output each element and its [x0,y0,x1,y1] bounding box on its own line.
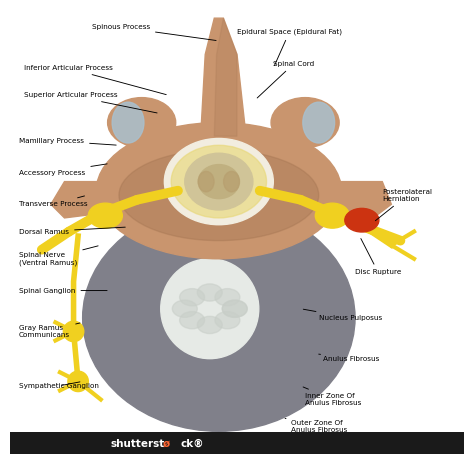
Ellipse shape [271,98,339,148]
Ellipse shape [164,138,273,225]
FancyBboxPatch shape [10,432,464,454]
Ellipse shape [112,102,144,143]
Ellipse shape [224,172,239,192]
Ellipse shape [108,98,176,148]
Text: ø: ø [163,439,170,449]
Text: Inner Zone Of
Anulus Fibrosus: Inner Zone Of Anulus Fibrosus [303,387,362,406]
Ellipse shape [102,220,336,415]
Polygon shape [337,182,392,218]
Ellipse shape [173,300,197,317]
Ellipse shape [119,150,319,241]
Ellipse shape [197,316,222,334]
Ellipse shape [131,244,307,391]
Ellipse shape [92,212,346,423]
Ellipse shape [222,300,247,317]
Ellipse shape [116,232,321,403]
Ellipse shape [180,311,205,329]
Ellipse shape [97,216,341,419]
Polygon shape [201,18,246,136]
Ellipse shape [315,203,349,228]
Text: Epidural Space (Epidural Fat): Epidural Space (Epidural Fat) [237,29,342,65]
Ellipse shape [107,224,331,411]
Text: Nucleus Pulposus: Nucleus Pulposus [303,309,382,321]
Ellipse shape [164,272,273,363]
Ellipse shape [155,264,283,371]
Ellipse shape [88,203,122,228]
Text: shutterst: shutterst [110,439,164,449]
Ellipse shape [199,165,239,199]
Text: Outer Zone Of
Anulus Fibrosus: Outer Zone Of Anulus Fibrosus [285,418,348,433]
Polygon shape [51,182,110,218]
Text: Spinous Process: Spinous Process [92,24,216,40]
Ellipse shape [140,252,297,383]
Text: Spinal Nerve
(Ventral Ramus): Spinal Nerve (Ventral Ramus) [19,246,98,266]
Ellipse shape [145,257,292,379]
Ellipse shape [136,248,302,387]
Text: Spinal Ganglion: Spinal Ganglion [19,287,107,294]
Text: Spinal Cord: Spinal Cord [257,60,315,98]
Text: Inferior Articular Process: Inferior Articular Process [24,65,166,94]
Text: Superior Articular Process: Superior Articular Process [24,92,157,113]
Ellipse shape [345,208,379,232]
Ellipse shape [87,208,350,427]
Ellipse shape [171,145,266,218]
Ellipse shape [82,204,355,431]
Ellipse shape [215,311,240,329]
Text: Mamillary Process: Mamillary Process [19,138,116,145]
Ellipse shape [150,261,288,375]
Text: Dorsal Ramus: Dorsal Ramus [19,227,125,235]
Ellipse shape [121,237,317,399]
Text: Disc Rupture: Disc Rupture [355,238,401,276]
Text: Transverse Process: Transverse Process [19,196,88,207]
Ellipse shape [180,289,205,306]
Ellipse shape [126,240,312,395]
Text: Posterolateral
Herniation: Posterolateral Herniation [375,189,432,221]
Ellipse shape [222,300,247,317]
Polygon shape [214,18,237,136]
Ellipse shape [161,259,259,359]
Ellipse shape [197,284,222,301]
Text: Accessory Process: Accessory Process [19,164,107,176]
Text: ck®: ck® [180,439,204,449]
Text: Anulus Fibrosus: Anulus Fibrosus [319,354,380,362]
Ellipse shape [215,289,240,306]
Ellipse shape [64,321,84,341]
Ellipse shape [160,268,278,367]
Ellipse shape [185,153,253,210]
Text: Gray Ramus
Communicans: Gray Ramus Communicans [19,323,80,338]
Ellipse shape [303,102,335,143]
Ellipse shape [111,228,326,407]
Ellipse shape [96,123,341,259]
Ellipse shape [68,371,88,391]
Ellipse shape [198,172,214,192]
Text: Sympathetic Ganglion: Sympathetic Ganglion [19,382,99,389]
